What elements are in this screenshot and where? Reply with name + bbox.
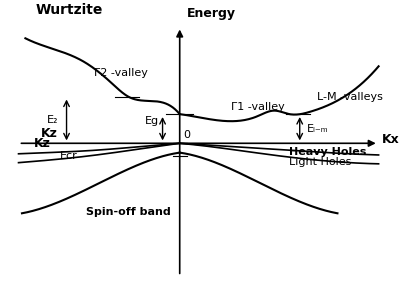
Text: Light Holes: Light Holes <box>289 157 352 167</box>
Text: Kx: Kx <box>382 133 400 146</box>
Text: Spin-off band: Spin-off band <box>86 207 170 217</box>
Text: Eg: Eg <box>145 116 159 126</box>
Text: Ecr: Ecr <box>60 151 78 161</box>
Text: Heavy Holes: Heavy Holes <box>289 147 367 157</box>
Text: Γ2 -valley: Γ2 -valley <box>95 68 148 78</box>
Text: Energy: Energy <box>187 7 236 20</box>
Text: 0: 0 <box>183 130 190 140</box>
Text: Γ1 -valley: Γ1 -valley <box>231 102 285 112</box>
Text: Eₗ₋ₘ: Eₗ₋ₘ <box>307 124 328 134</box>
Text: Wurtzite: Wurtzite <box>36 3 103 17</box>
Text: Kz: Kz <box>34 137 51 150</box>
Text: E₂: E₂ <box>46 115 58 125</box>
Text: L-M -valleys: L-M -valleys <box>317 92 383 102</box>
Text: Kz: Kz <box>41 127 58 140</box>
